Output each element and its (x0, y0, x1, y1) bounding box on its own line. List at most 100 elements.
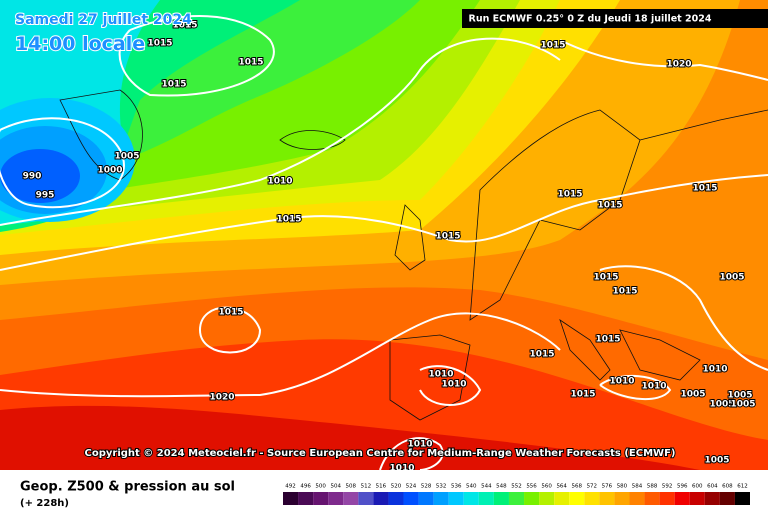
legend-swatch (524, 492, 540, 505)
legend-value: 608 (722, 484, 733, 490)
legend-value: 504 (330, 484, 341, 490)
legend-value: 592 (662, 484, 673, 490)
isobar-label: 1005 (680, 390, 705, 400)
isobar-labels: 1015101510151015101510201005100099099510… (22, 20, 757, 475)
legend-value: 508 (346, 484, 357, 490)
footer-lead: (+ 228h) (20, 498, 69, 509)
legend-value: 564 (556, 484, 567, 490)
legend-value: 584 (632, 484, 643, 490)
isobar-label: 1010 (702, 365, 727, 375)
legend-swatch (704, 492, 720, 505)
isobar-label: 1015 (557, 190, 582, 200)
legend-value: 568 (572, 484, 583, 490)
isobar-label: 995 (36, 191, 55, 201)
isobar-label: 1015 (612, 287, 637, 297)
isobar-label: 1015 (540, 41, 565, 51)
footer-title: Geop. Z500 & pression au sol (20, 480, 235, 495)
legend-value: 588 (647, 484, 658, 490)
legend-swatch (343, 492, 359, 505)
legend-swatch (403, 492, 419, 505)
legend-value: 536 (451, 484, 462, 490)
legend-swatch (358, 492, 374, 505)
z500-field (0, 0, 768, 470)
legend-value: 596 (677, 484, 688, 490)
legend-value: 572 (587, 484, 598, 490)
isobar-label: 1005 (730, 400, 755, 410)
isobar-label: 1005 (719, 273, 744, 283)
legend-swatch (433, 492, 449, 505)
legend-swatch (418, 492, 434, 505)
legend-value: 544 (481, 484, 492, 490)
legend-value: 576 (602, 484, 613, 490)
isobar-label: 1005 (727, 391, 752, 401)
legend-value: 548 (496, 484, 507, 490)
copyright: Copyright © 2024 Meteociel.fr - Source E… (85, 448, 676, 459)
legend-swatch (569, 492, 585, 505)
legend-value: 520 (391, 484, 402, 490)
legend-swatch (463, 492, 479, 505)
isobar-label: 1010 (441, 380, 466, 390)
legend-swatch (629, 492, 645, 505)
isobars (0, 15, 768, 471)
isobar-label: 1015 (172, 21, 197, 31)
legend-swatch (614, 492, 630, 505)
isobar-label: 1010 (641, 382, 666, 392)
isobar-label: 1015 (692, 184, 717, 194)
isobar-label: 1015 (570, 390, 595, 400)
legend-swatch (554, 492, 570, 505)
legend-value: 604 (707, 484, 718, 490)
legend-value: 612 (737, 484, 748, 490)
isobar-label: 1010 (407, 440, 432, 450)
isobar-label: 990 (23, 172, 42, 182)
legend-swatch (674, 492, 690, 505)
isobar-label: 1005 (709, 400, 734, 410)
legend-swatch (659, 492, 675, 505)
legend-value: 556 (526, 484, 537, 490)
legend-value: 516 (376, 484, 387, 490)
legend-swatch (719, 492, 735, 505)
isobar-label: 1010 (609, 377, 634, 387)
legend-swatch (689, 492, 705, 505)
legend-swatch (478, 492, 494, 505)
isobar-label: 1015 (238, 58, 263, 68)
isobar-label: 1015 (147, 39, 172, 49)
isobar-label: 1020 (209, 393, 234, 403)
legend-value: 540 (466, 484, 477, 490)
isobar-label: 1015 (161, 80, 186, 90)
legend-value: 512 (361, 484, 372, 490)
isobar-label: 1010 (267, 177, 292, 187)
isobar-label: 1015 (529, 350, 554, 360)
legend-swatch (599, 492, 615, 505)
isobar-label: 1015 (593, 273, 618, 283)
legend-value: 560 (541, 484, 552, 490)
legend-swatch (734, 492, 750, 505)
isobar-label: 1000 (97, 166, 122, 176)
legend-swatch (373, 492, 389, 505)
legend-value: 580 (617, 484, 628, 490)
forecast-time: 14:00 locale (15, 33, 145, 55)
legend-value: 496 (300, 484, 311, 490)
forecast-date: Samedi 27 juillet 2024 (15, 12, 192, 28)
legend-swatch (298, 492, 314, 505)
run-info: Run ECMWF 0.25° 0 Z du Jeudi 18 juillet … (469, 14, 712, 25)
isobar-label: 1015 (276, 215, 301, 225)
legend-swatch (313, 492, 329, 505)
isobar-label: 1015 (218, 308, 243, 318)
legend-swatch (388, 492, 404, 505)
legend-value: 552 (511, 484, 522, 490)
isobar-label: 1005 (114, 152, 139, 162)
isobar-label: 1020 (666, 60, 691, 70)
isobar-label: 1005 (704, 456, 729, 466)
isobar-label: 1015 (435, 232, 460, 242)
legend-swatch (508, 492, 525, 505)
isobar-label: 1015 (597, 201, 622, 211)
isobar-label: 1015 (595, 335, 620, 345)
legend-value: 500 (315, 484, 326, 490)
legend-swatch (283, 492, 299, 505)
legend-swatch (328, 492, 344, 505)
coastlines (59, 89, 768, 421)
legend-value: 532 (436, 484, 447, 490)
legend-value: 528 (421, 484, 432, 490)
